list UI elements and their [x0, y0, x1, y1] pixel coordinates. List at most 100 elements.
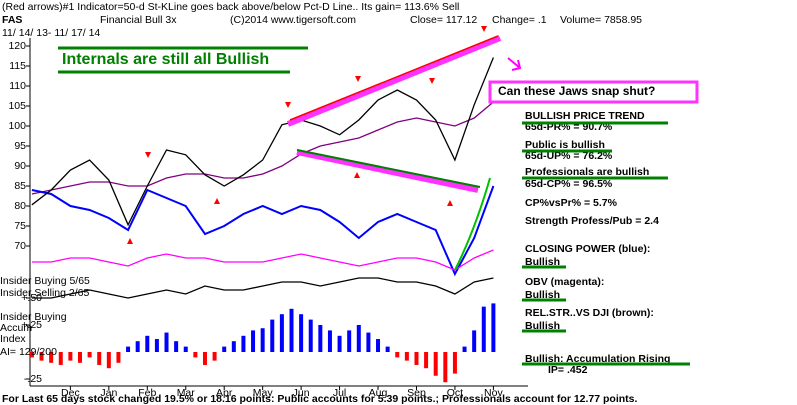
status: BULLISH PRICE TREND	[525, 110, 645, 122]
y-tick-label: 120	[8, 40, 26, 52]
status: 65d-CP% = 96.5%	[525, 178, 613, 190]
y-tick-label: +.25	[21, 319, 42, 331]
status: Professionals are bullish	[525, 166, 649, 178]
bar	[414, 352, 419, 365]
bar	[472, 330, 477, 352]
status: Strength Profess/Pub = 2.4	[525, 215, 659, 227]
y-tick-label: 85	[14, 180, 26, 192]
y-tick-label: 115	[9, 60, 26, 72]
bar	[452, 352, 457, 374]
status: Bullish	[525, 289, 560, 301]
change: Change= .1	[492, 14, 547, 26]
insider-label: Accum	[0, 322, 32, 334]
plot: 70 75 80 85 90 95 100 105 110 115 120 +.50 +.25 -.25 D…	[8, 40, 503, 399]
bar	[29, 352, 34, 358]
header-line: (Red arrows)#1 Indicator=50-d St-KLine g…	[2, 1, 459, 13]
highlight	[58, 46, 308, 74]
bar	[299, 314, 304, 352]
bar	[433, 352, 438, 376]
y-tick-label: 90	[14, 160, 26, 172]
x-tick-label: Dec	[61, 387, 80, 399]
footer: For Last 65 days stock changed 19.5% or …	[2, 393, 638, 405]
status: Bullish	[525, 256, 560, 268]
bar	[424, 352, 429, 369]
bar	[212, 352, 217, 361]
bar	[39, 352, 44, 361]
bar	[279, 314, 284, 352]
bar	[126, 346, 131, 352]
bar	[270, 319, 275, 352]
y-tick-label: +.50	[21, 292, 42, 304]
series-line	[31, 57, 495, 227]
copyright: (C)2014 www.tigersoft.com	[230, 14, 356, 26]
bar	[376, 339, 381, 352]
x-tick-label: Nov	[484, 387, 503, 399]
x-tick-label: Oct	[447, 387, 463, 399]
bar	[58, 352, 63, 365]
bar	[183, 346, 188, 352]
insider-label: Insider Buying 5/65	[0, 275, 90, 287]
bar	[97, 352, 102, 365]
y-tick-label: 70	[14, 240, 26, 252]
bar	[87, 352, 92, 358]
status: OBV (magenta):	[525, 276, 604, 288]
trend-curve	[454, 177, 491, 271]
symbol: FAS	[2, 14, 22, 26]
status: 65d-UP% = 76.2%	[525, 150, 613, 162]
bar	[318, 325, 323, 352]
trend-line	[289, 35, 499, 121]
bar	[106, 352, 111, 369]
bar	[404, 352, 409, 361]
x-tick-label: Mar	[177, 387, 196, 399]
y-tick-label: 100	[8, 120, 26, 132]
bar	[366, 332, 371, 352]
series-line	[31, 185, 495, 277]
signal-arrows	[127, 26, 487, 244]
status: Public is bullish	[525, 139, 605, 151]
annotation: Internals are still all Bullish	[62, 51, 269, 68]
bar	[251, 330, 256, 352]
status: Bullish: Accumulation Rising	[525, 353, 670, 365]
close: Close= 117.12	[410, 14, 477, 26]
x-tick-label: May	[253, 387, 274, 399]
annotation: Can these Jaws snap shut?	[498, 84, 655, 98]
bar	[443, 352, 448, 383]
y-tick-label: 105	[8, 100, 26, 112]
series-line	[31, 249, 494, 271]
series-line	[31, 101, 494, 195]
y-tick-label: 110	[9, 80, 26, 92]
y-tick-label: 80	[14, 200, 26, 212]
x-tick-label: Jun	[293, 387, 310, 399]
bar	[231, 341, 236, 352]
status: CLOSING POWER (blue):	[525, 243, 650, 255]
insider-label: AI= 129/200	[0, 346, 57, 358]
bar	[222, 346, 227, 352]
bar	[337, 335, 342, 352]
trend-line	[296, 149, 479, 193]
insider-label: Insider Buying	[0, 311, 67, 323]
bar	[145, 335, 150, 352]
bar	[174, 341, 179, 352]
bar	[116, 352, 121, 363]
bar	[491, 303, 496, 352]
bar	[481, 306, 486, 352]
y-tick-label: 95	[14, 140, 26, 152]
bar	[164, 332, 169, 352]
bar	[395, 352, 400, 358]
status: Bullish	[525, 320, 560, 332]
bar	[289, 308, 294, 352]
bar	[327, 330, 332, 352]
highlight	[522, 121, 690, 366]
x-tick-label: Feb	[138, 387, 156, 399]
bar	[241, 335, 246, 352]
x-tick-label: Jan	[100, 387, 117, 399]
insider-label: Index	[0, 333, 26, 345]
bar	[260, 328, 265, 352]
y-tick-label: -.25	[24, 373, 42, 385]
date-range: 11/ 14/ 13- 11/ 17/ 14	[2, 27, 100, 39]
bar	[356, 325, 361, 352]
bar	[385, 346, 390, 352]
trend-line	[296, 149, 481, 188]
